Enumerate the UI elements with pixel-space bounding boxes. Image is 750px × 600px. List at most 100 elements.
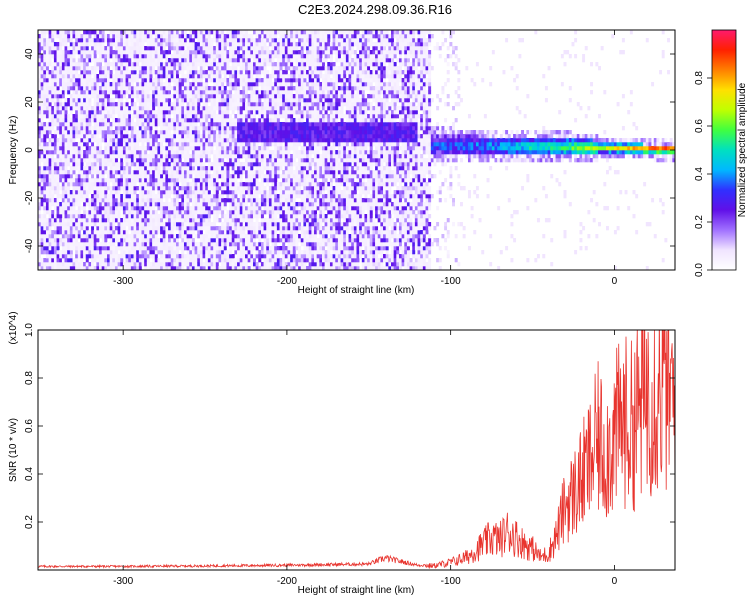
spectrogram-cell	[173, 178, 177, 183]
spectrogram-cell	[83, 150, 87, 155]
spectrogram-cell	[168, 114, 171, 119]
spectrogram-cell	[189, 162, 193, 167]
spectrogram-cell	[45, 98, 49, 103]
spectrogram-cell	[213, 158, 217, 163]
spectrogram-cell	[149, 154, 153, 159]
spectrogram-cell	[125, 110, 129, 115]
spectrogram-cell	[109, 34, 113, 39]
spectrogram-cell	[138, 162, 142, 167]
spectrogram-cell	[77, 50, 81, 55]
spectrogram-cell	[255, 134, 259, 139]
spectrogram-cell	[152, 174, 156, 179]
spectrogram-cell	[69, 182, 73, 187]
spectrogram-cell	[72, 258, 76, 263]
spectrogram-cell	[173, 30, 177, 35]
spectrogram-cell	[168, 102, 171, 107]
spectrogram-cell	[170, 198, 174, 203]
spectrogram-cell	[213, 170, 217, 175]
spectrogram-cell	[43, 194, 47, 199]
spectrogram-cell	[221, 122, 225, 127]
spectrogram-cell	[213, 238, 217, 243]
spectrogram-cell	[268, 190, 272, 195]
spectrogram-cell	[43, 150, 47, 155]
spectrogram-cell	[59, 174, 63, 179]
spectrogram-cell	[67, 146, 71, 151]
spectrogram-cell	[229, 246, 233, 251]
spectrogram-cell	[61, 242, 65, 247]
spectrogram-cell	[162, 34, 166, 39]
spectrogram-cell	[67, 250, 71, 255]
spectrogram-cell	[149, 86, 153, 91]
spectrogram-cell	[93, 186, 97, 191]
spectrogram-cell	[144, 114, 148, 119]
spectrogram-cell	[144, 94, 148, 99]
spectrogram-cell	[250, 42, 254, 47]
spectrogram-cell	[128, 246, 132, 251]
spectrogram-cell	[51, 190, 55, 195]
spectrogram-cell	[210, 122, 214, 127]
spectrogram-cell	[99, 118, 102, 123]
spectrogram-cell	[247, 50, 251, 55]
spectrogram-cell	[221, 30, 225, 35]
spectrogram-cell	[210, 178, 214, 183]
spectrogram-cell	[258, 90, 262, 95]
spectrogram-cell	[112, 158, 116, 163]
spectrogram-cell	[223, 266, 227, 270]
spectrogram-cell	[138, 158, 142, 163]
spectrogram-cell	[207, 198, 211, 203]
spectrogram-cell	[247, 234, 251, 239]
spectrogram-cell	[83, 266, 87, 270]
spectrogram-cell	[101, 158, 105, 163]
spectrogram-cell	[133, 126, 137, 131]
spectrogram-cell	[91, 186, 95, 191]
spectrogram-cell	[165, 70, 169, 75]
spectrogram-cell	[242, 30, 246, 35]
spectrogram-cell	[38, 242, 41, 247]
spectrogram-cell	[136, 254, 140, 259]
spectrogram-cell	[125, 78, 129, 83]
spectrogram-cell	[197, 170, 201, 175]
spectrogram-cell	[122, 238, 126, 243]
spectrogram-cell	[75, 134, 79, 139]
spectrogram-cell	[173, 86, 177, 91]
spectrogram-cell	[107, 102, 110, 107]
spectrogram-cell	[146, 78, 150, 83]
spectrogram-cell	[242, 62, 246, 67]
spectrogram-cell	[48, 154, 52, 159]
spectrogram-cell	[130, 138, 134, 143]
spectrogram-cell	[61, 258, 65, 263]
spectrogram-cell	[101, 90, 105, 95]
spectrogram-cell	[154, 174, 158, 179]
spectrogram-cell	[99, 78, 102, 83]
spectrogram-cell	[173, 42, 177, 47]
spectrogram-cell	[85, 50, 89, 55]
spectrogram-cell	[255, 214, 259, 219]
spectrogram-cell	[104, 122, 108, 127]
spectrogram-cell	[144, 182, 148, 187]
spectrogram-cell	[226, 230, 230, 235]
spectrogram-cell	[72, 90, 76, 95]
spectrogram-cell	[56, 82, 60, 87]
spectrogram-cell	[213, 166, 217, 171]
spectrogram-cell	[247, 66, 251, 71]
spectrogram-cell	[226, 94, 230, 99]
spectrogram-cell	[191, 118, 195, 123]
spectrogram-cell	[130, 94, 134, 99]
spectrogram-cell	[72, 222, 76, 227]
spectrogram-cell	[133, 114, 137, 119]
spectrogram-cell	[43, 114, 47, 119]
spectrogram-cell	[268, 98, 272, 103]
spectrogram-cell	[250, 158, 254, 163]
spectrogram-cell	[80, 126, 84, 131]
spectrogram-cell	[69, 154, 73, 159]
spectrogram-cell	[218, 238, 222, 243]
spectrogram-cell	[67, 62, 71, 67]
spectrogram-cell	[247, 254, 251, 259]
spectrogram-cell	[157, 94, 161, 99]
spectrogram-cell	[189, 50, 193, 55]
spectrogram-cell	[168, 218, 171, 223]
spectrogram-cell	[83, 238, 87, 243]
spectrogram-cell	[183, 58, 187, 63]
spectrogram-cell	[69, 86, 73, 91]
spectrogram-cell	[218, 34, 222, 39]
